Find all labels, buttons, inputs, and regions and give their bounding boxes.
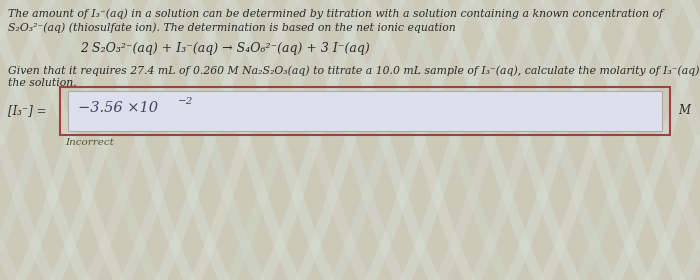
Text: −2: −2 [178, 97, 193, 106]
Text: Incorrect: Incorrect [65, 138, 113, 147]
Text: S₂O₃²⁻(aq) (thiosulfate ion). The determination is based on the net ionic equati: S₂O₃²⁻(aq) (thiosulfate ion). The determ… [8, 22, 456, 32]
Text: −3.56 ×10: −3.56 ×10 [78, 101, 158, 115]
Text: M: M [678, 104, 690, 118]
Text: 2 S₂O₃²⁻(aq) + I₃⁻(aq) → S₄O₆²⁻(aq) + 3 I⁻(aq): 2 S₂O₃²⁻(aq) + I₃⁻(aq) → S₄O₆²⁻(aq) + 3 … [80, 42, 370, 55]
Text: the solution.: the solution. [8, 78, 77, 88]
Text: The amount of I₃⁻(aq) in a solution can be determined by titration with a soluti: The amount of I₃⁻(aq) in a solution can … [8, 8, 663, 18]
Text: [I₃⁻] =: [I₃⁻] = [8, 104, 46, 118]
Text: Given that it requires 27.4 mL of 0.260 M Na₂S₂O₃(aq) to titrate a 10.0 mL sampl: Given that it requires 27.4 mL of 0.260 … [8, 65, 700, 76]
Bar [68, 91, 662, 131]
Bar [60, 87, 670, 135]
